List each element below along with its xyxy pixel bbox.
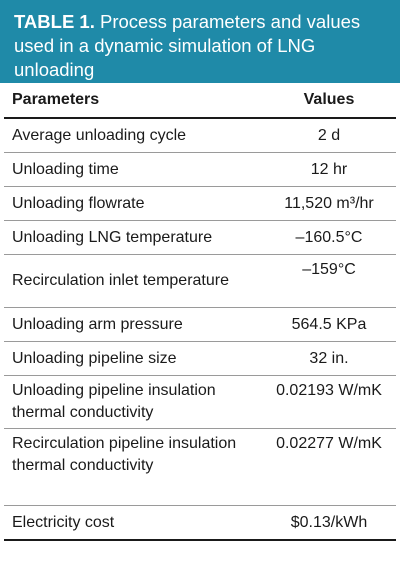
- table-row: Unloading LNG temperature –160.5°C: [4, 220, 396, 255]
- value-cell: 0.02193 W/mK: [260, 375, 396, 429]
- value-cell: 12 hr: [260, 152, 396, 187]
- value-cell: 32 in.: [260, 341, 396, 376]
- parameter-cell: Average unloading cycle: [12, 126, 187, 144]
- parameter-cell: Recirculation inlet temperature: [4, 254, 260, 308]
- header-row: Parameters Values: [4, 83, 396, 119]
- parameter-cell: Unloading pipeline size: [4, 341, 260, 376]
- column-header-parameters: Parameters: [4, 83, 260, 119]
- value-cell: $0.13/kWh: [260, 505, 396, 540]
- parameter-cell: Unloading pipeline insulation thermal co…: [4, 375, 260, 429]
- table-row: Average unloading cycle 2 d: [4, 118, 396, 153]
- table-row: Unloading pipeline insulation thermal co…: [4, 375, 396, 429]
- table-caption: TABLE 1. Process parameters and values u…: [0, 0, 400, 83]
- parameters-table: Parameters Values Average unloading cycl…: [4, 83, 396, 541]
- value-cell: 0.02277 W/mK: [260, 428, 396, 506]
- table-row: Unloading pipeline size 32 in.: [4, 341, 396, 376]
- column-header-values: Values: [260, 83, 396, 119]
- table-row: Unloading arm pressure 564.5 KPa: [4, 307, 396, 342]
- value-cell: –160.5°C: [260, 220, 396, 255]
- table-row: Unloading time 12 hr: [4, 152, 396, 187]
- parameter-cell: Electricity cost: [4, 505, 260, 540]
- table-row: Recirculation pipeline insulation therma…: [4, 428, 396, 506]
- parameter-cell: Unloading LNG temperature: [4, 220, 260, 255]
- value-cell: 564.5 KPa: [260, 307, 396, 342]
- value-cell: 2 d: [317, 126, 341, 144]
- table-number: TABLE 1.: [14, 11, 95, 32]
- parameter-cell: Unloading flowrate: [4, 186, 260, 221]
- table-row: Recirculation inlet temperature –159°C: [4, 254, 396, 308]
- parameter-cell: Unloading arm pressure: [4, 307, 260, 342]
- table-row: Electricity cost $0.13/kWh: [4, 505, 396, 540]
- parameter-cell: Unloading time: [4, 152, 260, 187]
- table-row: Unloading flowrate 11,520 m³/hr: [4, 186, 396, 221]
- table-title: Process parameters and values used in a …: [14, 11, 361, 80]
- parameter-cell: Recirculation pipeline insulation therma…: [4, 428, 260, 506]
- value-cell: –159°C: [260, 254, 396, 308]
- value-cell: 11,520 m³/hr: [260, 186, 396, 221]
